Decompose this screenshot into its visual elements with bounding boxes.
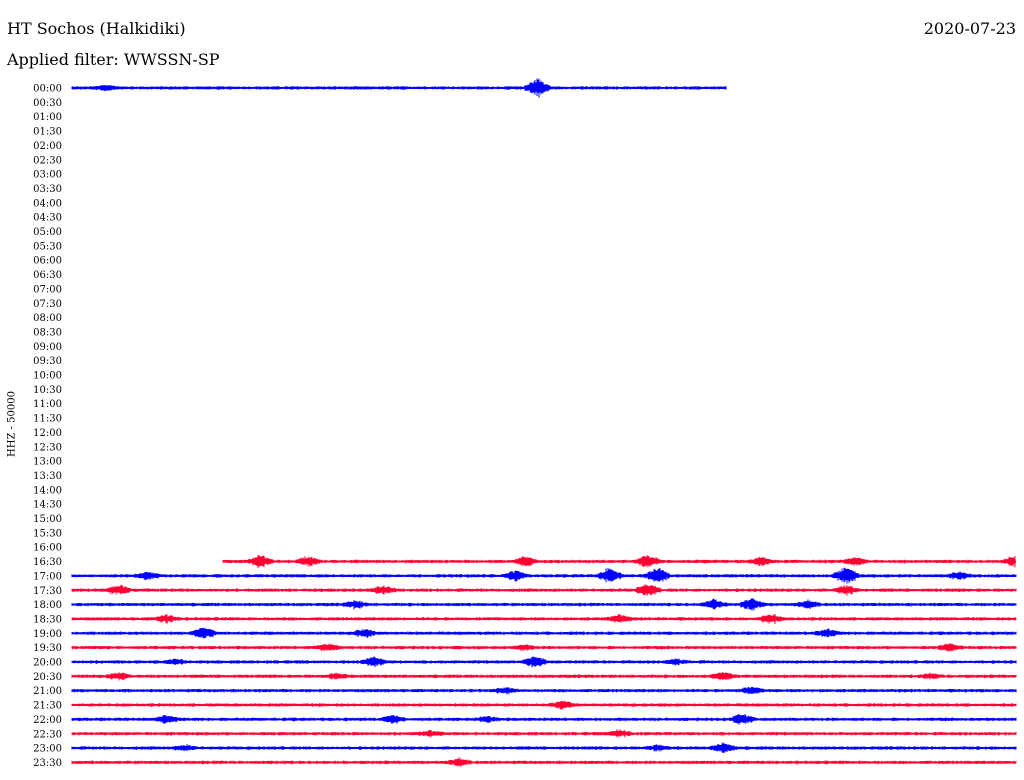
time-tick-1030: 10:30: [33, 385, 62, 396]
time-tick-1530: 15:30: [33, 528, 62, 539]
time-tick-1700: 17:00: [33, 571, 62, 582]
time-tick-1400: 14:00: [33, 485, 62, 496]
time-tick-0930: 09:30: [33, 356, 62, 367]
time-tick-2130: 21:30: [33, 701, 62, 712]
time-tick-0000: 00:00: [33, 84, 62, 95]
time-tick-0900: 09:00: [33, 342, 62, 353]
time-tick-0800: 08:00: [33, 313, 62, 324]
time-tick-1430: 14:30: [33, 500, 62, 511]
time-tick-0100: 01:00: [33, 112, 62, 123]
time-tick-0230: 02:30: [33, 155, 62, 166]
time-tick-0500: 05:00: [33, 227, 62, 238]
time-tick-0630: 06:30: [33, 270, 62, 281]
time-tick-0030: 00:30: [33, 98, 62, 109]
time-tick-0330: 03:30: [33, 184, 62, 195]
filter-label: Applied filter: WWSSN-SP: [7, 50, 220, 69]
time-tick-0600: 06:00: [33, 256, 62, 267]
time-tick-1130: 11:30: [33, 414, 62, 425]
station-title: HT Sochos (Halkidiki): [7, 19, 186, 38]
time-tick-1600: 16:00: [33, 543, 62, 554]
time-tick-0830: 08:30: [33, 327, 62, 338]
seismic-traces: [71, 78, 1017, 767]
time-tick-2100: 21:00: [33, 686, 62, 697]
time-tick-1330: 13:30: [33, 471, 62, 482]
time-tick-1930: 19:30: [33, 643, 62, 654]
time-tick-0730: 07:30: [33, 299, 62, 310]
time-tick-0700: 07:00: [33, 284, 62, 295]
time-tick-1730: 17:30: [33, 586, 62, 597]
time-tick-1100: 11:00: [33, 399, 62, 410]
time-tick-2000: 20:00: [33, 658, 62, 669]
time-tick-0530: 05:30: [33, 241, 62, 252]
time-tick-1830: 18:30: [33, 614, 62, 625]
time-tick-1800: 18:00: [33, 600, 62, 611]
time-tick-0300: 03:00: [33, 170, 62, 181]
time-tick-1300: 13:00: [33, 457, 62, 468]
time-tick-1200: 12:00: [33, 428, 62, 439]
time-tick-0200: 02:00: [33, 141, 62, 152]
time-tick-2030: 20:30: [33, 672, 62, 683]
time-tick-1230: 12:30: [33, 442, 62, 453]
time-tick-2230: 22:30: [33, 729, 62, 740]
time-tick-2200: 22:00: [33, 715, 62, 726]
time-tick-2300: 23:00: [33, 744, 62, 755]
time-tick-1900: 19:00: [33, 629, 62, 640]
time-tick-2330: 23:30: [33, 758, 62, 769]
time-tick-0130: 01:30: [33, 127, 62, 138]
time-tick-1000: 10:00: [33, 371, 62, 382]
record-date: 2020-07-23: [923, 19, 1016, 38]
time-tick-0400: 04:00: [33, 198, 62, 209]
time-tick-1500: 15:00: [33, 514, 62, 525]
time-tick-labels: 00:00 00:30 01:00 01:30 02:00 02:30 03:00 03:30…: [33, 84, 62, 769]
time-tick-1630: 16:30: [33, 557, 62, 568]
time-tick-0430: 04:30: [33, 213, 62, 224]
